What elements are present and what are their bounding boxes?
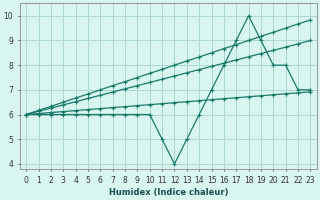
X-axis label: Humidex (Indice chaleur): Humidex (Indice chaleur) bbox=[108, 188, 228, 197]
